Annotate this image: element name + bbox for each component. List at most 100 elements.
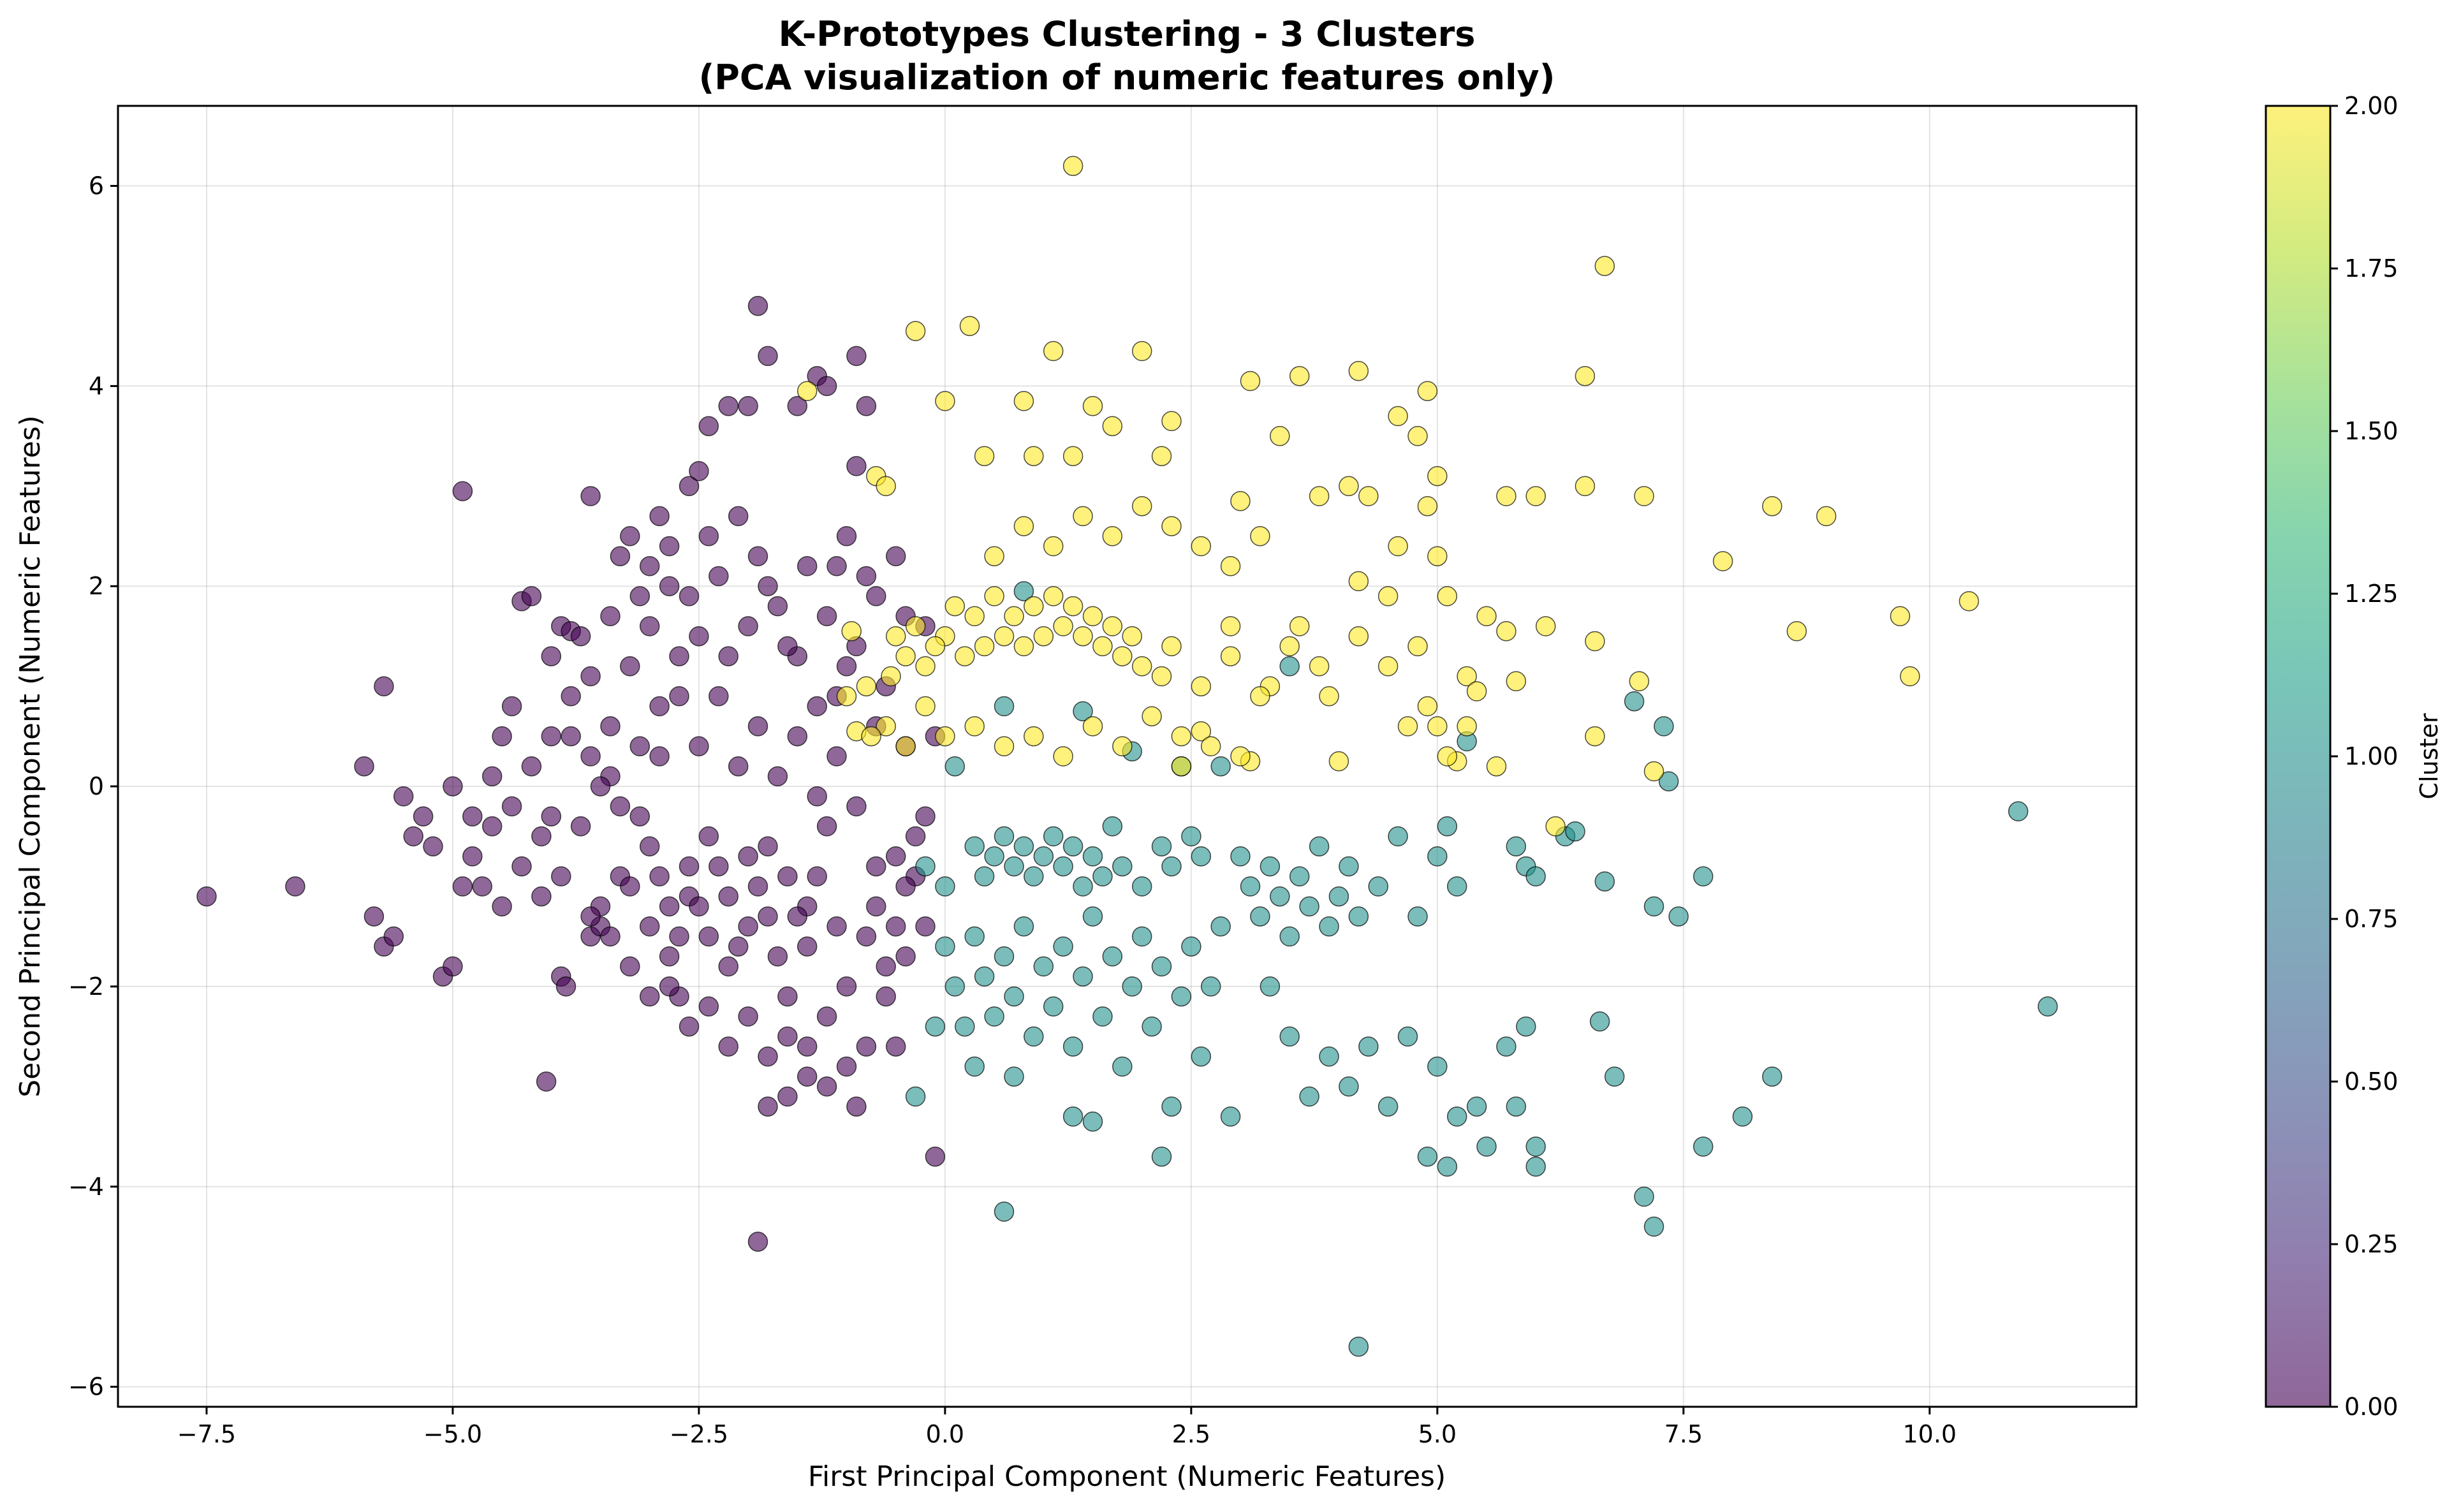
cluster-2-point (915, 696, 936, 717)
cluster-0-point (403, 826, 423, 847)
cluster-2-point (1151, 666, 1172, 687)
cluster-2-point (1358, 486, 1379, 506)
cluster-0-point (747, 716, 768, 737)
cluster-2-point (1230, 746, 1251, 767)
cluster-1-point (1033, 956, 1054, 977)
colorbar-label: Cluster (2415, 713, 2443, 799)
cluster-1-point (1358, 1036, 1379, 1057)
cluster-1-point (1348, 906, 1369, 927)
cluster-0-point (639, 986, 660, 1007)
cluster-1-point (1131, 926, 1152, 947)
cluster-2-point (1545, 816, 1566, 837)
cluster-2-point (1506, 671, 1527, 692)
cluster-0-point (521, 756, 542, 777)
cluster-0-point (738, 1006, 758, 1027)
cluster-0-point (767, 946, 788, 967)
cluster-1-point (1073, 966, 1093, 987)
cluster-1-point (1171, 986, 1192, 1007)
cluster-2-point (1191, 536, 1212, 557)
cluster-1-point (1437, 816, 1458, 837)
cluster-0-point (679, 1016, 700, 1037)
cluster-2-point (1348, 626, 1369, 647)
cluster-2-point (797, 381, 818, 401)
cluster-1-point (1388, 826, 1408, 847)
cluster-1-point (1319, 916, 1339, 937)
y-tick-label: −4 (68, 1173, 104, 1201)
cluster-1-point (1525, 1156, 1546, 1177)
cluster-0-point (758, 906, 778, 927)
cluster-0-point (620, 656, 640, 677)
cluster-0-point (452, 876, 473, 897)
cluster-2-point (1388, 406, 1408, 427)
cluster-0-point (856, 1036, 877, 1057)
cluster-1-point (1024, 1026, 1044, 1047)
cluster-0-point (885, 846, 906, 867)
cluster-2-point (1900, 666, 1920, 687)
cluster-0-point (629, 586, 650, 606)
cluster-2-point (984, 546, 1004, 566)
cluster-0-point (895, 876, 916, 897)
cluster-2-point (1250, 526, 1270, 547)
cluster-2-point (1270, 426, 1290, 446)
cluster-1-point (1082, 906, 1103, 927)
cluster-2-point (1131, 495, 1152, 517)
cluster-2-point (1112, 736, 1133, 757)
cluster-0-point (885, 916, 906, 937)
cluster-0-point (536, 1071, 557, 1092)
cluster-1-point (1013, 581, 1034, 601)
cluster-0-point (718, 646, 738, 666)
cluster-1-point (1279, 926, 1300, 947)
cluster-1-point (1053, 856, 1073, 877)
cluster-2-point (1240, 371, 1261, 392)
cluster-0-point (728, 936, 749, 957)
cluster-0-point (511, 856, 532, 877)
cluster-2-point (964, 606, 985, 627)
cluster-0-point (816, 606, 837, 627)
cluster-0-point (620, 526, 640, 547)
cluster-1-point (1122, 976, 1142, 997)
cluster-1-point (1506, 1096, 1527, 1117)
cluster-0-point (718, 886, 738, 907)
cluster-0-point (787, 906, 808, 927)
cluster-1-point (1161, 856, 1182, 877)
cluster-2-point (1151, 446, 1172, 466)
cluster-1-point (1407, 906, 1428, 927)
cluster-2-point (1594, 256, 1615, 276)
cluster-0-point (669, 646, 689, 666)
cluster-1-point (1073, 701, 1093, 722)
cluster-2-point (1062, 596, 1084, 617)
cluster-0-point (777, 636, 798, 657)
cluster-1-point (1024, 866, 1044, 887)
cluster-2-point (1762, 495, 1782, 517)
cluster-0-point (364, 906, 385, 927)
cluster-0-point (856, 396, 877, 416)
cluster-2-point (1328, 751, 1349, 772)
x-tick-label: 5.0 (1418, 1420, 1457, 1448)
cluster-2-point (1131, 656, 1152, 677)
cluster-1-point (994, 696, 1015, 717)
cluster-1-point (1210, 756, 1231, 777)
cluster-1-point (925, 1016, 946, 1037)
cluster-2-point (895, 736, 916, 757)
cluster-1-point (1102, 816, 1123, 837)
cluster-0-point (620, 956, 640, 977)
cluster-2-point (1043, 341, 1064, 362)
cluster-1-point (1161, 1096, 1182, 1117)
cluster-2-point (1407, 426, 1428, 446)
cluster-1-point (1043, 996, 1064, 1017)
cluster-2-point (905, 321, 926, 341)
x-axis-label: First Principal Component (Numeric Featu… (808, 1460, 1446, 1493)
cluster-2-point (905, 616, 926, 636)
cluster-2-point (974, 446, 995, 466)
cluster-0-point (689, 896, 709, 917)
cluster-0-point (649, 866, 670, 887)
cluster-2-point (984, 586, 1004, 606)
cluster-2-point (1535, 616, 1556, 636)
chart-subtitle: (PCA visualization of numeric features o… (699, 57, 1555, 98)
cluster-0-point (807, 866, 827, 887)
cluster-0-point (610, 546, 631, 566)
cluster-1-point (1181, 936, 1201, 957)
cluster-2-point (1024, 446, 1044, 466)
cluster-2-point (1013, 516, 1034, 536)
cluster-0-point (856, 926, 877, 947)
